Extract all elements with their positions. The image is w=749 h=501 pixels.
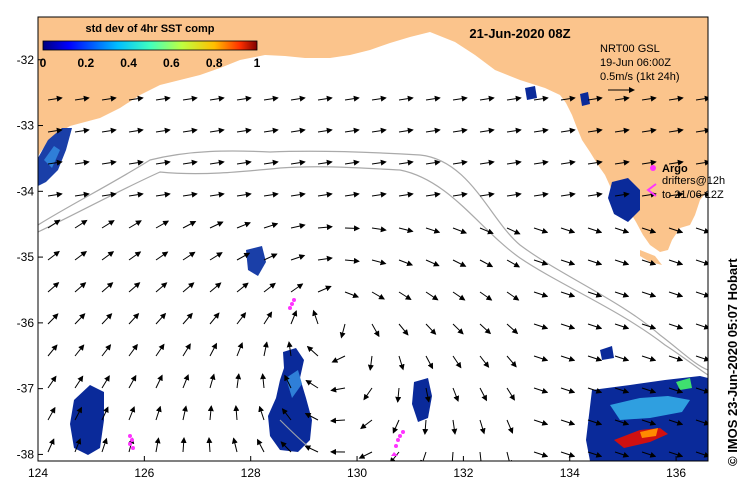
map-date-title: 21-Jun-2020 08Z xyxy=(469,26,570,41)
current-model-name: NRT00 GSL xyxy=(600,43,660,55)
lon-tick-label: 124 xyxy=(28,466,48,480)
colorbar-tick-label: 0.2 xyxy=(77,56,94,70)
current-scale-label: 0.5m/s (1kt 24h) xyxy=(600,71,679,83)
current-vector xyxy=(345,228,359,229)
argo-drifters-line1: drifters@12h xyxy=(662,175,725,187)
lat-tick-label: -37 xyxy=(17,382,35,396)
lon-tick-label: 130 xyxy=(347,466,367,480)
colorbar-gradient xyxy=(43,41,257,50)
imos-credit: © IMOS 23-Jun-2020 05:07 Hobart xyxy=(725,258,740,466)
argo-marker-icon xyxy=(650,165,656,171)
lat-tick-label: -32 xyxy=(17,53,35,67)
argo-label: Argo xyxy=(662,163,688,175)
lat-tick-label: -36 xyxy=(17,316,35,330)
lat-tick-label: -35 xyxy=(17,250,35,264)
lon-tick-label: 128 xyxy=(241,466,261,480)
lat-tick-label: -33 xyxy=(17,119,35,133)
colorbar-title: std dev of 4hr SST comp xyxy=(86,23,215,35)
colorbar-tick-label: 0.8 xyxy=(206,56,223,70)
colorbar-tick-label: 0.4 xyxy=(120,56,137,70)
lon-tick-label: 132 xyxy=(453,466,473,480)
lon-tick-label: 134 xyxy=(560,466,580,480)
lon-tick-label: 126 xyxy=(134,466,154,480)
lat-tick-label: -34 xyxy=(17,184,35,198)
colorbar-tick-label: 1 xyxy=(254,56,261,70)
current-model-time: 19-Jun 06:00Z xyxy=(600,57,671,69)
lon-tick-label: 136 xyxy=(666,466,686,480)
colorbar-tick-label: 0 xyxy=(40,56,47,70)
lat-tick-label: -38 xyxy=(17,447,35,461)
colorbar-tick-label: 0.6 xyxy=(163,56,180,70)
argo-drifters-line2: to 21/06 12Z xyxy=(662,189,724,201)
